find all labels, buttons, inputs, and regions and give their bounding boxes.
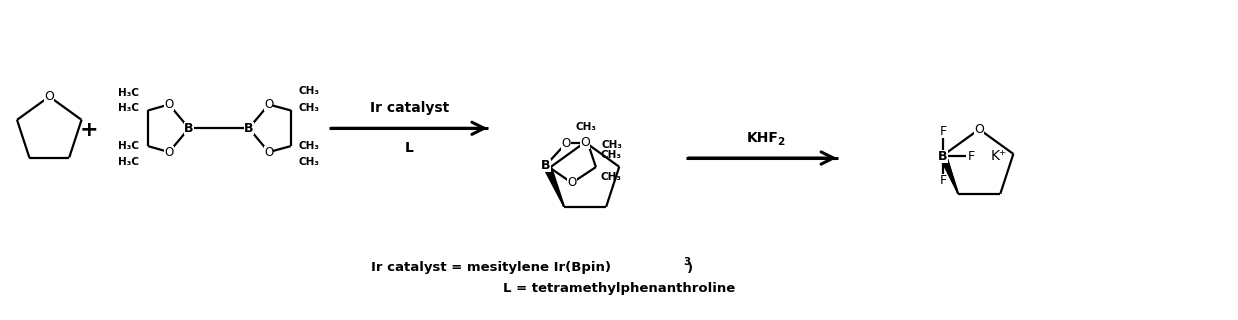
Text: 3: 3 (683, 257, 691, 267)
Text: H₃C: H₃C (118, 157, 139, 167)
Text: H₃C: H₃C (118, 88, 139, 98)
Text: Ir catalyst = mesitylene Ir(Bpin): Ir catalyst = mesitylene Ir(Bpin) (371, 260, 612, 274)
Text: O: O (45, 90, 54, 103)
Text: H₃C: H₃C (118, 141, 139, 151)
Text: F: F (940, 125, 947, 138)
Text: CH₃: CH₃ (602, 140, 623, 150)
Polygon shape (542, 164, 565, 207)
Text: K⁺: K⁺ (990, 149, 1006, 163)
Text: O: O (45, 90, 54, 103)
Text: CH₃: CH₃ (600, 172, 621, 182)
Text: O: O (165, 146, 173, 159)
Text: B: B (938, 150, 948, 163)
Polygon shape (940, 155, 958, 194)
Text: KHF: KHF (747, 131, 779, 145)
Text: B: B (244, 122, 254, 135)
Text: CH₃: CH₃ (298, 157, 319, 167)
Text: B: B (541, 159, 551, 172)
Text: O: O (581, 136, 591, 149)
Text: ): ) (687, 261, 693, 275)
Text: O: O (264, 146, 274, 159)
Text: CH₃: CH₃ (576, 123, 597, 132)
Text: CH₃: CH₃ (298, 86, 319, 96)
Text: H₃C: H₃C (118, 103, 139, 114)
Text: CH₃: CH₃ (298, 141, 319, 151)
Text: L: L (405, 141, 413, 155)
Text: CH₃: CH₃ (600, 150, 621, 160)
Text: B: B (184, 122, 193, 135)
Text: +: + (80, 120, 99, 140)
Text: F: F (967, 150, 974, 163)
Text: O: O (165, 98, 173, 111)
Text: O: O (561, 137, 571, 150)
Text: O: O (567, 176, 577, 189)
Text: Ir catalyst: Ir catalyst (370, 101, 449, 116)
Text: 2: 2 (777, 137, 784, 147)
Text: F: F (940, 174, 947, 188)
Text: L = tetramethylphenanthroline: L = tetramethylphenanthroline (503, 282, 735, 295)
Text: CH₃: CH₃ (298, 103, 319, 114)
Text: O: O (264, 98, 274, 111)
Text: O: O (974, 123, 984, 136)
